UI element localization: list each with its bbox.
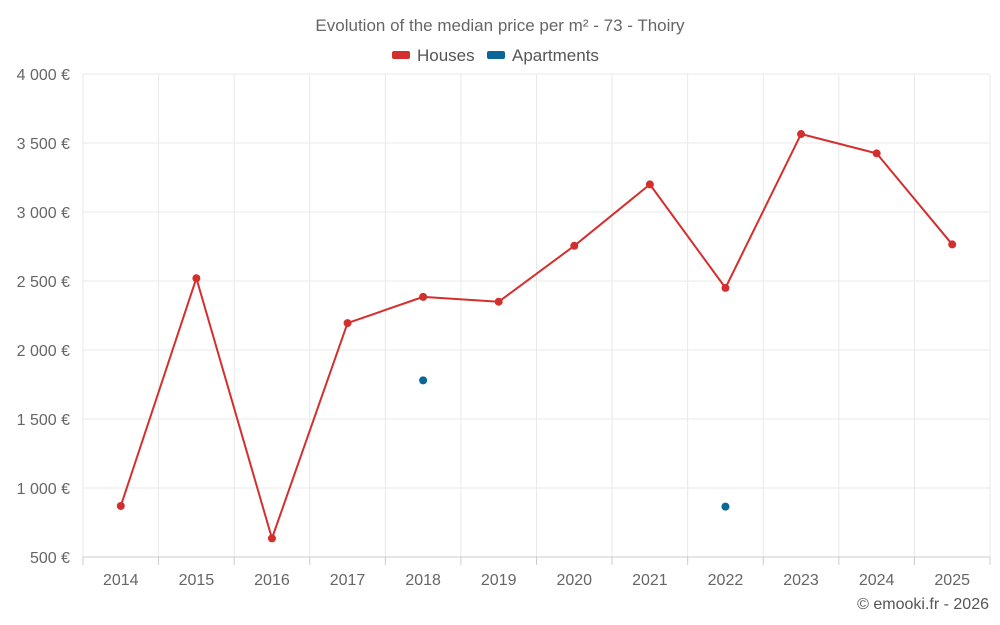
x-tick-label: 2016 (254, 572, 290, 589)
x-tick-label: 2024 (859, 572, 895, 589)
x-axis-tick-labels: 2014 2015 2016 2017 2018 2019 2020 2021 2022 2023… (103, 572, 970, 589)
grid (82, 73, 991, 557)
x-tick-label: 2021 (632, 572, 668, 589)
x-tick-label: 2025 (934, 572, 970, 589)
series-apartments (419, 376, 730, 511)
data-point-houses-2023[interactable] (797, 130, 806, 139)
credit-text: © emooki.fr - 2026 (857, 596, 989, 613)
data-point-houses-2021[interactable] (645, 180, 654, 189)
legend-label-houses: Houses (417, 46, 475, 65)
x-tick-label: 2023 (783, 572, 819, 589)
series-houses (116, 130, 957, 543)
data-point-houses-2024[interactable] (872, 149, 881, 158)
y-tick-label: 2 500 € (17, 274, 70, 291)
legend: Houses Apartments (392, 46, 599, 65)
y-tick-label: 500 € (30, 550, 70, 567)
axes (82, 556, 991, 565)
y-axis-tick-labels: 500 € 1 000 € 1 500 € 2 000 € 2 500 € 3 000 €… (17, 67, 70, 567)
chart-title: Evolution of the median price per m² - 7… (315, 16, 685, 35)
series (116, 130, 957, 543)
data-point-houses-2014[interactable] (116, 501, 125, 510)
y-tick-label: 1 500 € (17, 412, 70, 429)
data-point-houses-2020[interactable] (570, 241, 579, 250)
data-point-houses-2022[interactable] (721, 283, 730, 292)
x-tick-label: 2014 (103, 572, 139, 589)
legend-label-apartments: Apartments (512, 46, 599, 65)
data-point-houses-2016[interactable] (267, 534, 276, 543)
legend-item-houses[interactable]: Houses (392, 46, 475, 65)
x-tick-label: 2015 (179, 572, 215, 589)
y-tick-label: 2 000 € (17, 343, 70, 360)
data-point-apartments-2018[interactable] (419, 376, 428, 385)
y-tick-label: 3 500 € (17, 136, 70, 153)
x-tick-label: 2022 (708, 572, 744, 589)
x-tick-label: 2017 (330, 572, 366, 589)
data-point-houses-2019[interactable] (494, 297, 503, 306)
legend-swatch-houses (392, 51, 410, 59)
x-tick-label: 2018 (405, 572, 441, 589)
data-point-houses-2017[interactable] (343, 319, 352, 328)
legend-swatch-apartments (487, 51, 505, 59)
y-tick-label: 3 000 € (17, 205, 70, 222)
x-tick-label: 2020 (556, 572, 592, 589)
x-tick-label: 2019 (481, 572, 517, 589)
data-point-houses-2018[interactable] (419, 292, 428, 301)
series-line-houses (119, 133, 953, 540)
data-point-apartments-2022[interactable] (721, 502, 730, 511)
y-tick-label: 1 000 € (17, 481, 70, 498)
data-point-houses-2025[interactable] (948, 240, 957, 249)
y-tick-label: 4 000 € (17, 67, 70, 84)
legend-item-apartments[interactable]: Apartments (487, 46, 599, 65)
data-point-houses-2015[interactable] (192, 274, 201, 283)
